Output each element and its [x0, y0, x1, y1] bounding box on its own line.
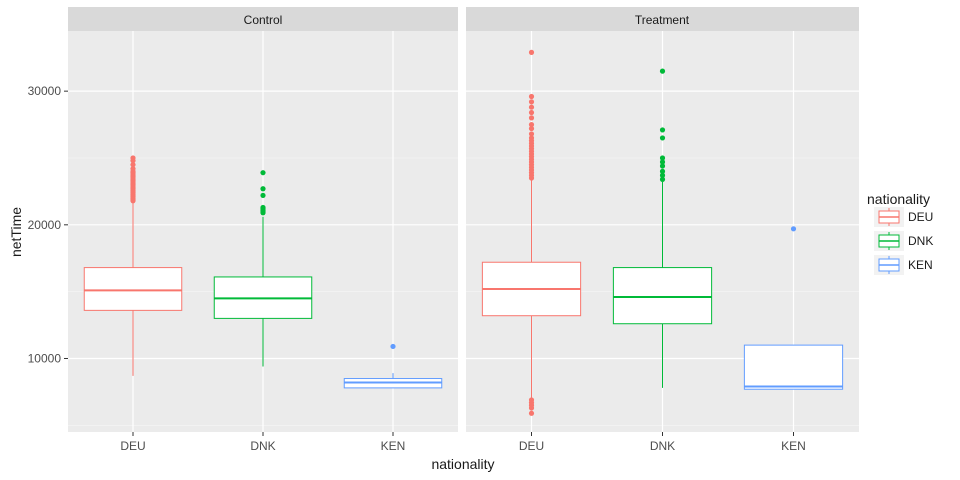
outlier-point-ken — [390, 343, 396, 350]
y-axis-title: netTime — [8, 207, 24, 257]
panel-title-control: Control — [244, 13, 283, 27]
outlier-point-dnk — [260, 186, 266, 192]
panel-strip-control — [68, 7, 458, 31]
legend-label-deu: DEU — [908, 210, 933, 224]
outlier-point-dnk — [659, 172, 666, 178]
panel-title-treatment: Treatment — [635, 13, 690, 27]
outlier-point-dnk — [659, 159, 666, 165]
legend-title: nationality — [867, 191, 930, 207]
box-deu — [83, 267, 183, 311]
outlier-point-deu — [130, 162, 136, 168]
outlier-point-dnk — [659, 163, 666, 169]
y-axis: 10000 20000 30000 — [28, 84, 68, 365]
outlier-point-dnk — [659, 176, 666, 182]
outlier-point-dnk — [260, 192, 266, 199]
panel-strip-treatment — [466, 7, 859, 31]
box-dnk — [612, 267, 713, 325]
x-axis-title: nationality — [431, 456, 494, 472]
box-ken — [743, 344, 844, 390]
x-tick-label: DEU — [120, 439, 145, 453]
x-tick-label: KEN — [381, 439, 406, 453]
x-tick-label: DNK — [650, 439, 675, 453]
outlier-point-dnk — [659, 168, 666, 174]
outlier-point-deu — [528, 131, 535, 137]
legend: DEU DNK KEN — [874, 207, 933, 275]
outlier-point-deu — [528, 135, 535, 141]
outlier-point-deu — [130, 155, 136, 161]
outlier-point-deu — [528, 125, 535, 132]
outlier-point-deu — [528, 104, 535, 110]
outlier-point-dnk — [659, 155, 666, 161]
outlier-point-dnk — [659, 68, 666, 74]
x-tick-label: DNK — [250, 439, 275, 453]
outlier-point-deu — [528, 121, 535, 128]
outlier-point-deu — [528, 109, 535, 116]
outlier-point-deu — [528, 410, 535, 416]
legend-label-ken: KEN — [908, 258, 933, 272]
outlier-point-deu — [528, 49, 535, 55]
outlier-point-dnk — [659, 127, 666, 133]
panel-boxes-control — [83, 155, 443, 389]
x-tick-label: DEU — [519, 439, 544, 453]
outlier-point-deu — [528, 115, 535, 121]
y-tick-label: 20000 — [28, 218, 62, 232]
y-tick-label: 10000 — [28, 351, 62, 365]
outlier-point-dnk — [260, 170, 266, 176]
legend-label-dnk: DNK — [908, 234, 933, 248]
panel-boxes-treatment — [481, 49, 844, 416]
outlier-point-dnk — [659, 135, 666, 141]
outlier-point-ken — [790, 226, 797, 232]
outlier-point-deu — [528, 99, 535, 105]
y-tick-label: 30000 — [28, 84, 62, 98]
outlier-point-deu — [130, 166, 136, 172]
x-tick-label: KEN — [781, 439, 806, 453]
outlier-point-deu — [528, 397, 535, 403]
outlier-point-dnk — [260, 204, 266, 211]
outlier-point-deu — [528, 93, 535, 100]
x-axis: DEU DNK KEN DEU DNK KEN — [120, 432, 806, 453]
